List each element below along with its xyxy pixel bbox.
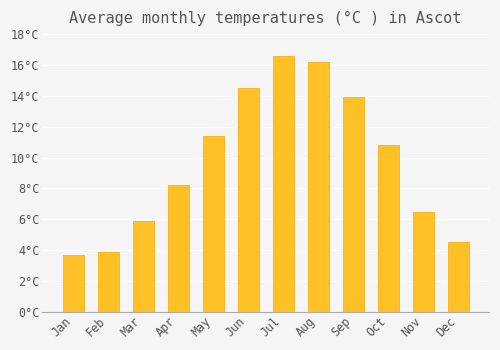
- Bar: [202, 136, 224, 312]
- Bar: [308, 62, 328, 312]
- Bar: [98, 252, 118, 312]
- Bar: [168, 186, 188, 312]
- Bar: [448, 243, 468, 312]
- Bar: [272, 56, 293, 312]
- Bar: [378, 145, 398, 312]
- Bar: [238, 88, 258, 312]
- Bar: [62, 255, 84, 312]
- Bar: [342, 97, 363, 312]
- Bar: [132, 221, 154, 312]
- Title: Average monthly temperatures (°C ) in Ascot: Average monthly temperatures (°C ) in As…: [70, 11, 462, 26]
- Bar: [412, 211, 434, 312]
